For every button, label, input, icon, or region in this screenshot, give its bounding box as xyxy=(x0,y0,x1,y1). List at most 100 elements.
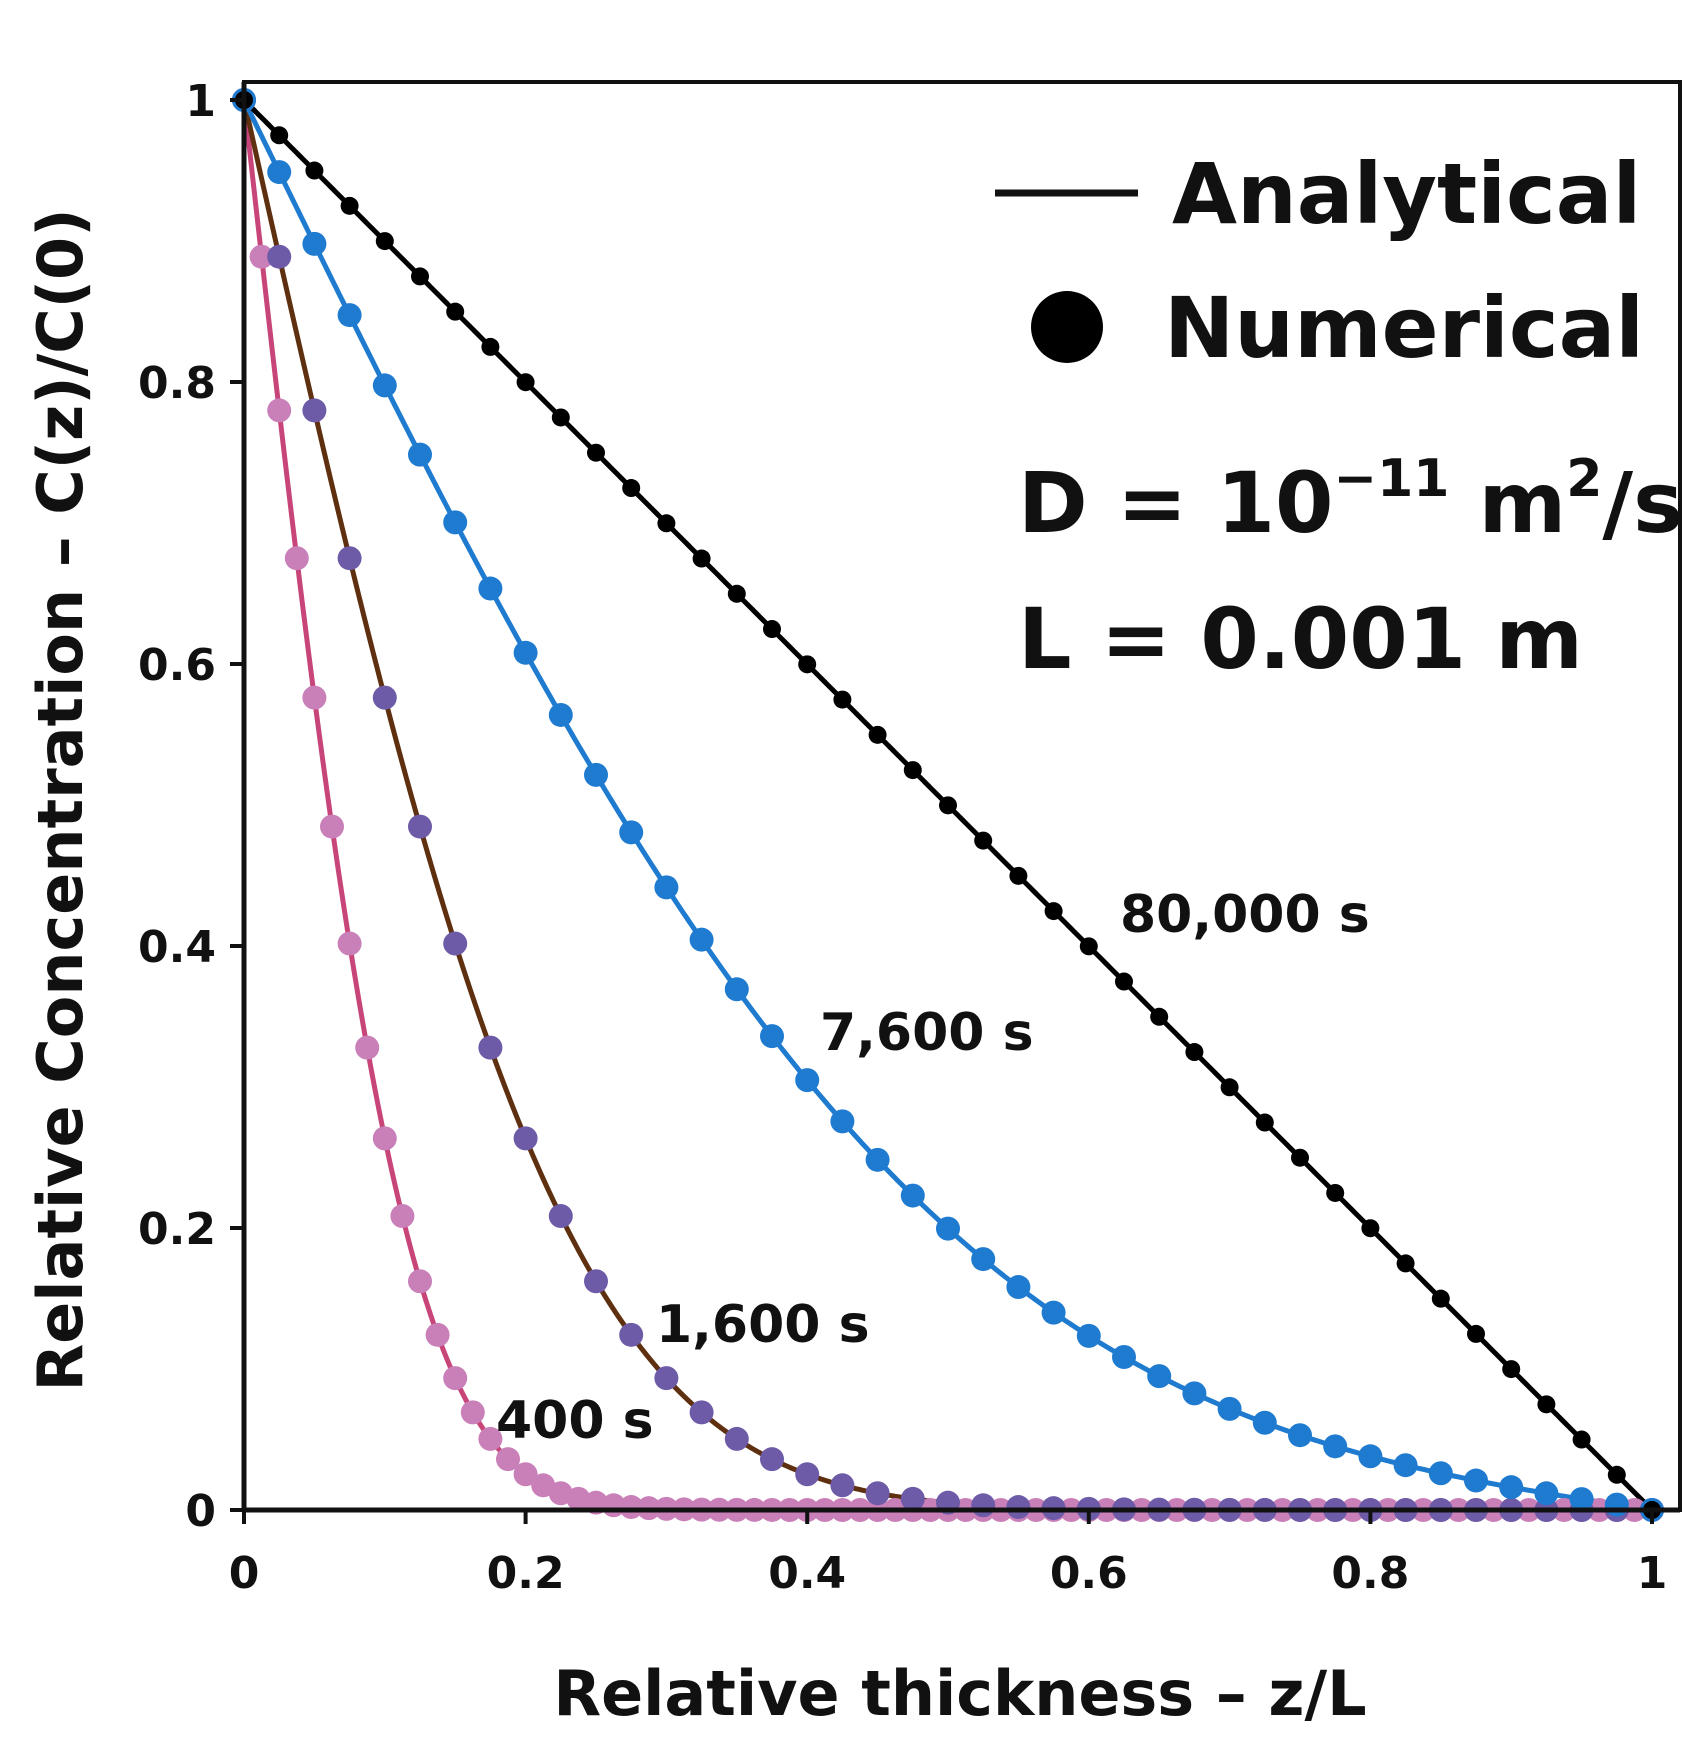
numerical-point-400s xyxy=(302,685,327,710)
numerical-point-7600s xyxy=(302,231,327,256)
numerical-point-80000s xyxy=(1326,1183,1345,1202)
numerical-point-80000s xyxy=(516,373,535,392)
numerical-point-80000s xyxy=(1361,1219,1380,1238)
numerical-point-80000s xyxy=(1572,1430,1591,1449)
y-tick-label: 0.8 xyxy=(138,358,216,409)
legend: Analytical Numerical xyxy=(995,145,1644,377)
x-tick-label: 0.2 xyxy=(487,1548,565,1599)
d-prefix: D = 10 xyxy=(1018,454,1334,552)
numerical-point-7600s xyxy=(1499,1475,1524,1500)
thickness-label: L = 0.001 m xyxy=(1018,590,1583,688)
y-axis-ticks: 0 0.2 0.4 0.6 0.8 1 xyxy=(138,76,244,1537)
x-tick-label: 0.8 xyxy=(1331,1548,1409,1599)
numerical-point-7600s xyxy=(1358,1444,1383,1469)
numerical-point-400s xyxy=(513,1462,538,1487)
numerical-point-80000s xyxy=(446,302,465,321)
numerical-point-80000s xyxy=(903,761,922,780)
numerical-point-7600s xyxy=(478,576,503,601)
x-tick-label: 0.6 xyxy=(1050,1548,1128,1599)
numerical-point-7600s xyxy=(1393,1453,1418,1478)
numerical-point-400s xyxy=(267,398,292,423)
numerical-point-7600s xyxy=(1464,1468,1488,1493)
numerical-point-400s xyxy=(460,1400,485,1425)
numerical-point-80000s xyxy=(1044,902,1063,921)
numerical-point-80000s xyxy=(1396,1254,1415,1273)
numerical-point-400s xyxy=(372,1126,397,1151)
numerical-point-1600s xyxy=(795,1462,820,1487)
numerical-point-7600s xyxy=(1252,1410,1277,1435)
numerical-point-7600s xyxy=(619,820,644,845)
numerical-point-7600s xyxy=(1534,1481,1559,1506)
numerical-point-7600s xyxy=(513,640,538,665)
label-400s: 400 s xyxy=(496,1391,654,1451)
numerical-point-80000s xyxy=(1291,1148,1309,1167)
numerical-point-7600s xyxy=(584,762,608,787)
numerical-point-7600s xyxy=(1569,1487,1594,1512)
numerical-point-1600s xyxy=(302,398,327,423)
numerical-point-7600s xyxy=(971,1247,996,1272)
numerical-point-80000s xyxy=(622,479,641,498)
numerical-point-400s xyxy=(249,244,274,269)
x-tick-label: 0 xyxy=(229,1548,260,1599)
numerical-point-7600s xyxy=(1323,1434,1348,1459)
numerical-point-80000s xyxy=(270,126,289,145)
y-tick-label: 0.6 xyxy=(138,640,216,691)
numerical-point-1600s xyxy=(654,1366,679,1391)
numerical-point-400s xyxy=(284,546,309,571)
numerical-point-7600s xyxy=(337,303,362,328)
numerical-point-80000s xyxy=(340,196,359,215)
curve-labels: 400 s 1,600 s 7,600 s 80,000 s xyxy=(496,885,1370,1451)
numerical-point-1600s xyxy=(724,1426,749,1451)
numerical-point-80000s xyxy=(1185,1043,1204,1062)
numerical-point-1600s xyxy=(584,1269,608,1294)
numerical-point-80000s xyxy=(727,584,746,603)
numerical-point-7600s xyxy=(654,875,679,900)
numerical-point-80000s xyxy=(939,796,957,815)
numerical-point-7600s xyxy=(1076,1323,1101,1348)
numerical-point-80000s xyxy=(1009,866,1028,885)
numerical-point-7600s xyxy=(372,373,397,398)
y-tick-label: 1 xyxy=(185,76,216,127)
numerical-point-80000s xyxy=(305,161,324,180)
numerical-point-80000s xyxy=(551,408,570,427)
numerical-point-80000s xyxy=(1079,937,1098,956)
numerical-point-7600s xyxy=(443,510,468,535)
d-exponent: −11 xyxy=(1334,449,1450,509)
y-axis-title: Relative Concentration – C(z)/C(0) xyxy=(24,208,97,1391)
numerical-point-400s xyxy=(408,1269,432,1294)
legend-label-numerical: Numerical xyxy=(1164,279,1644,377)
numerical-point-7600s xyxy=(408,442,432,467)
x-tick-label: 0.4 xyxy=(768,1548,846,1599)
numerical-point-7600s xyxy=(1604,1492,1629,1517)
numerical-point-7600s xyxy=(1112,1345,1136,1370)
numerical-point-7600s xyxy=(1041,1300,1066,1325)
numerical-point-400s xyxy=(443,1366,468,1391)
x-axis-title: Relative thickness – z/L xyxy=(553,1657,1366,1730)
numerical-point-1600s xyxy=(478,1035,503,1060)
numerical-point-1600s xyxy=(267,244,292,269)
numerical-point-7600s xyxy=(1428,1461,1453,1486)
x-axis-ticks: 0 0.2 0.4 0.6 0.8 1 xyxy=(229,1510,1668,1599)
numerical-point-80000s xyxy=(1220,1078,1239,1097)
numerical-point-7600s xyxy=(1006,1275,1031,1300)
numerical-point-80000s xyxy=(1607,1465,1626,1484)
numerical-point-80000s xyxy=(481,337,500,356)
x-tick-label: 1 xyxy=(1637,1548,1668,1599)
numerical-point-1600s xyxy=(830,1473,855,1498)
numerical-point-7600s xyxy=(760,1024,784,1049)
numerical-point-80000s xyxy=(1502,1360,1521,1379)
numerical-point-80000s xyxy=(1150,1007,1169,1026)
numerical-point-7600s xyxy=(267,160,292,185)
plot-area xyxy=(232,80,1682,1522)
y-tick-label: 0.2 xyxy=(138,1204,216,1255)
numerical-point-400s xyxy=(425,1322,450,1347)
numerical-point-80000s xyxy=(974,831,993,850)
numerical-point-1600s xyxy=(372,685,397,710)
numerical-point-7600s xyxy=(1182,1381,1207,1406)
numerical-point-1600s xyxy=(971,1493,996,1518)
numerical-point-1600s xyxy=(619,1322,644,1347)
d-unit-suffix: /s xyxy=(1602,454,1683,552)
numerical-point-400s xyxy=(320,814,344,839)
numerical-point-400s xyxy=(478,1426,503,1451)
